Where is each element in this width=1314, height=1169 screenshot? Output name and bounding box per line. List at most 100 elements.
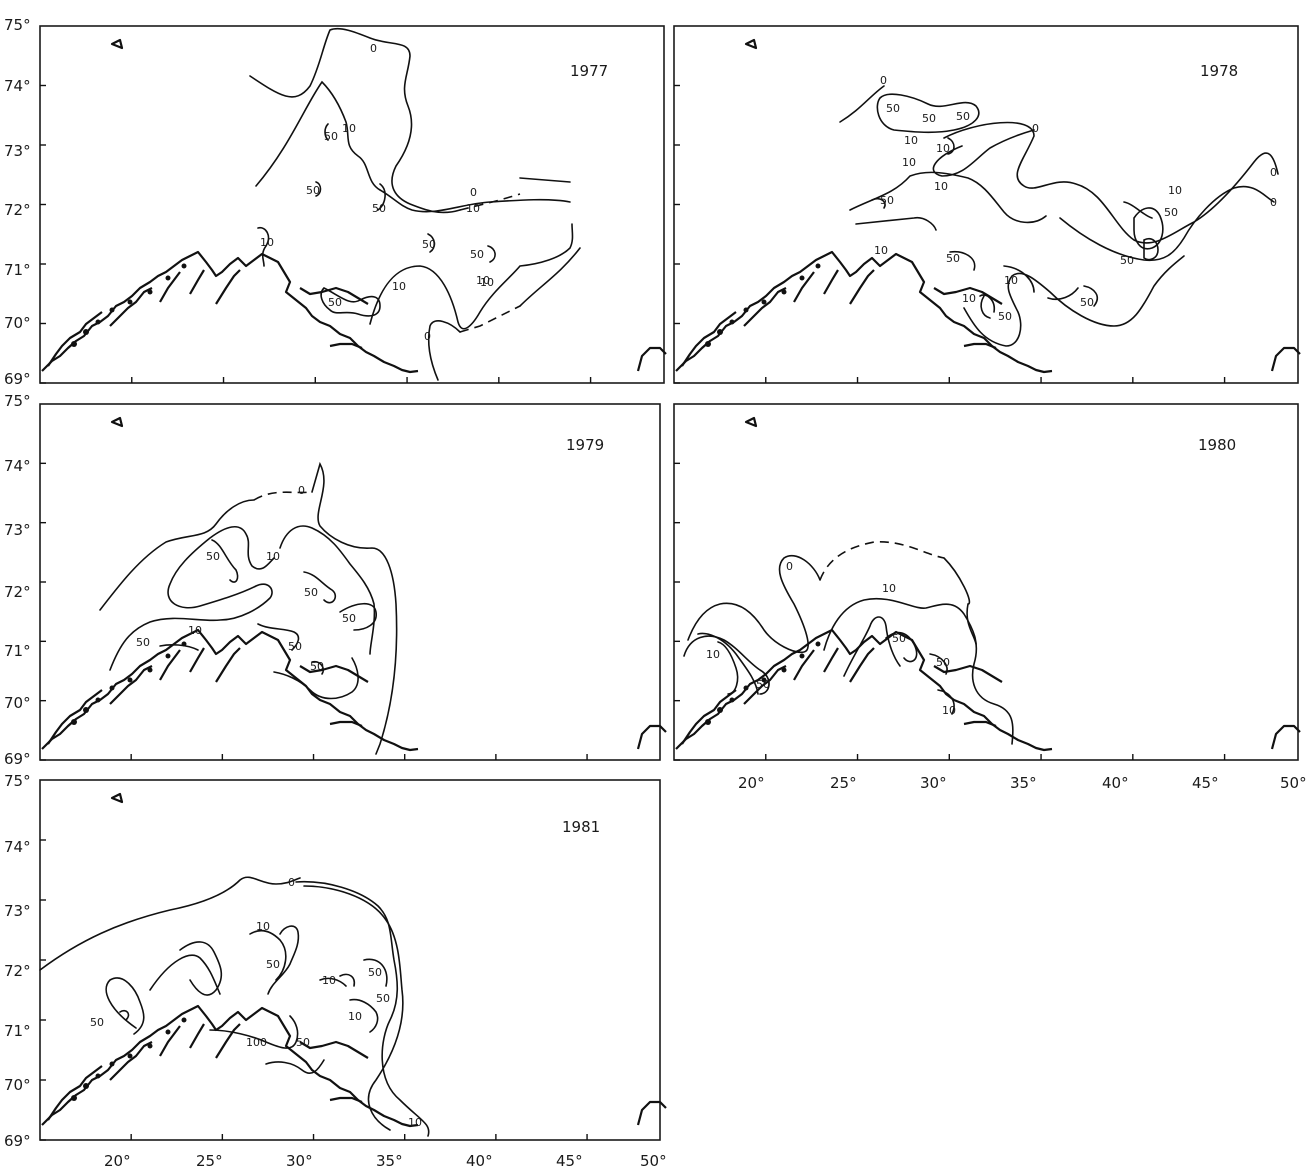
svg-text:50: 50 — [1120, 254, 1134, 267]
svg-text:70°: 70° — [4, 1076, 31, 1094]
svg-text:50: 50 — [342, 612, 356, 625]
svg-text:50: 50 — [880, 194, 894, 207]
svg-text:50: 50 — [376, 992, 390, 1005]
svg-text:10: 10 — [476, 274, 490, 287]
svg-text:50: 50 — [304, 586, 318, 599]
svg-text:0: 0 — [424, 330, 431, 343]
svg-text:74°: 74° — [4, 77, 31, 95]
svg-text:50°: 50° — [1280, 774, 1307, 792]
isoline-labels: 0 50 10 50 50 10 50 50 50 — [136, 484, 356, 673]
isolines — [99, 461, 398, 755]
lat-axis-labels-row1: 75° 74° 73° 72° 71° 70° 69° — [4, 16, 31, 388]
isolines — [39, 876, 430, 1137]
panel-1979: 1979 0 50 10 50 50 10 50 50 50 — [39, 403, 668, 761]
svg-text:0: 0 — [786, 560, 793, 573]
svg-text:50: 50 — [1164, 206, 1178, 219]
svg-text:10: 10 — [188, 624, 202, 637]
svg-text:50: 50 — [956, 110, 970, 123]
svg-text:100: 100 — [246, 1036, 267, 1049]
svg-text:50: 50 — [206, 550, 220, 563]
svg-text:0: 0 — [288, 876, 295, 889]
svg-text:0: 0 — [1032, 122, 1039, 135]
lat-axis-labels-row2: 75° 74° 73° 72° 71° 70° 69° — [4, 392, 31, 768]
svg-text:10: 10 — [348, 1010, 362, 1023]
svg-text:50: 50 — [892, 632, 906, 645]
svg-text:71°: 71° — [4, 261, 31, 279]
svg-text:50: 50 — [288, 640, 302, 653]
svg-text:10: 10 — [942, 704, 956, 717]
svg-text:0: 0 — [1270, 196, 1277, 209]
svg-text:0: 0 — [470, 186, 477, 199]
svg-text:40°: 40° — [1102, 774, 1129, 792]
svg-text:0: 0 — [880, 74, 887, 87]
isolines — [683, 541, 1014, 745]
svg-text:71°: 71° — [4, 642, 31, 660]
svg-text:50: 50 — [886, 102, 900, 115]
isolines — [249, 27, 581, 381]
svg-text:10: 10 — [1168, 184, 1182, 197]
svg-text:50: 50 — [310, 660, 324, 673]
svg-text:70°: 70° — [4, 314, 31, 332]
lon-axis-labels-row3: 20° 25° 30° 35° 40° 45° 50° — [104, 1152, 667, 1169]
axis-ticks — [40, 84, 1226, 1141]
svg-text:25°: 25° — [196, 1152, 223, 1169]
svg-text:10: 10 — [342, 122, 356, 135]
svg-text:10: 10 — [1004, 274, 1018, 287]
svg-text:50°: 50° — [640, 1152, 667, 1169]
isoline-labels: 0 10 10 50 50 50 10 — [706, 560, 956, 717]
svg-text:50: 50 — [372, 202, 386, 215]
svg-text:50: 50 — [324, 130, 338, 143]
svg-text:50: 50 — [90, 1016, 104, 1029]
svg-text:10: 10 — [266, 550, 280, 563]
svg-text:10: 10 — [256, 920, 270, 933]
panel-year-label: 1981 — [562, 818, 600, 836]
svg-text:35°: 35° — [1010, 774, 1037, 792]
svg-text:0: 0 — [298, 484, 305, 497]
svg-text:69°: 69° — [4, 750, 31, 768]
svg-text:10: 10 — [904, 134, 918, 147]
svg-text:10: 10 — [392, 280, 406, 293]
svg-text:73°: 73° — [4, 142, 31, 160]
svg-text:30°: 30° — [920, 774, 947, 792]
svg-text:69°: 69° — [4, 370, 31, 388]
svg-text:73°: 73° — [4, 902, 31, 920]
svg-text:10: 10 — [322, 974, 336, 987]
svg-text:35°: 35° — [376, 1152, 403, 1169]
svg-text:75°: 75° — [4, 392, 31, 410]
svg-text:71°: 71° — [4, 1022, 31, 1040]
isoline-labels: 0 10 50 50 50 0 10 10 50 50 10 50 10 10 … — [260, 42, 494, 343]
svg-text:74°: 74° — [4, 838, 31, 856]
panel-year-label: 1977 — [570, 62, 608, 80]
svg-text:50: 50 — [470, 248, 484, 261]
svg-text:10: 10 — [934, 180, 948, 193]
panel-1978: 1978 0 50 50 50 0 — [673, 25, 1302, 384]
svg-text:30°: 30° — [286, 1152, 313, 1169]
lon-axis-labels-row2: 20° 25° 30° 35° 40° 45° 50° — [738, 774, 1307, 792]
svg-text:70°: 70° — [4, 694, 31, 712]
svg-text:40°: 40° — [466, 1152, 493, 1169]
isoline-labels: 0 50 50 50 0 10 10 10 10 50 10 0 10 50 0… — [874, 74, 1277, 323]
panel-year-label: 1980 — [1198, 436, 1236, 454]
svg-text:72°: 72° — [4, 962, 31, 980]
svg-text:50: 50 — [306, 184, 320, 197]
svg-text:45°: 45° — [1192, 774, 1219, 792]
svg-text:50: 50 — [1080, 296, 1094, 309]
panel-1981: 1981 0 10 50 10 50 50 10 100 — [39, 779, 668, 1141]
svg-text:50: 50 — [998, 310, 1012, 323]
isolines — [839, 85, 1279, 347]
svg-text:10: 10 — [480, 276, 494, 289]
svg-text:50: 50 — [936, 656, 950, 669]
svg-text:50: 50 — [756, 678, 770, 691]
svg-text:69°: 69° — [4, 1132, 31, 1150]
svg-text:73°: 73° — [4, 521, 31, 539]
isoline-labels: 0 10 50 10 50 50 10 100 50 50 10 — [90, 876, 422, 1129]
panel-year-label: 1979 — [566, 436, 604, 454]
svg-text:10: 10 — [874, 244, 888, 257]
svg-text:75°: 75° — [4, 772, 31, 790]
svg-text:10: 10 — [260, 236, 274, 249]
svg-text:10: 10 — [466, 202, 480, 215]
svg-text:20°: 20° — [738, 774, 765, 792]
svg-text:0: 0 — [370, 42, 377, 55]
svg-text:50: 50 — [266, 958, 280, 971]
